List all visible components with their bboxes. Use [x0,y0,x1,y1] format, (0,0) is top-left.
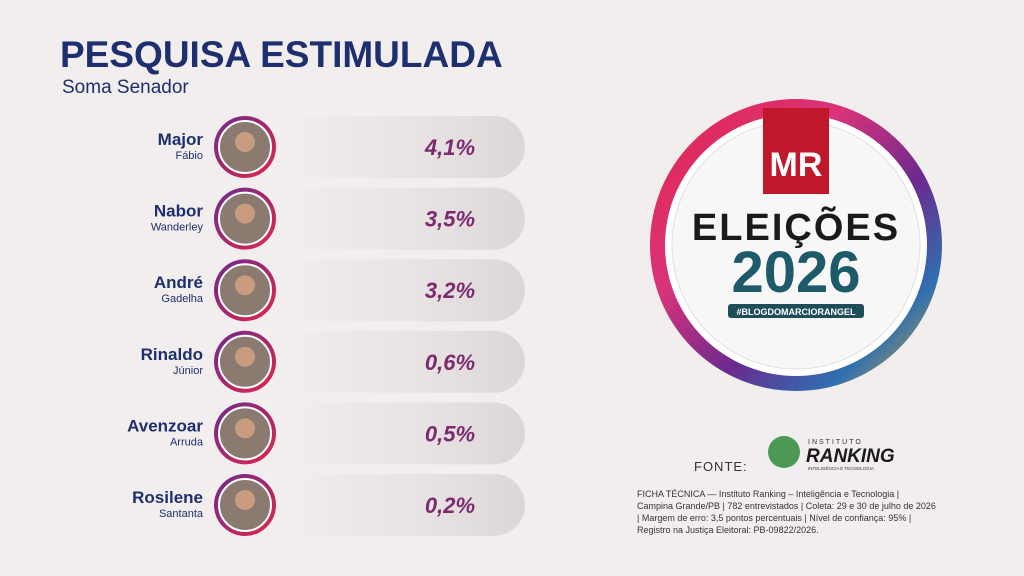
candidate-last: Arruda [170,436,204,448]
logo-tag-bg [728,304,864,318]
institute-icon [768,436,800,468]
photo-head [235,418,255,439]
institute-name: RANKING [806,446,895,467]
candidate-value: 3,5% [425,207,475,232]
logo-tag: #BLOGDOMARCIORANGEL [737,307,857,317]
candidate-first: Nabor [154,202,204,221]
candidate-value: 0,6% [425,350,475,375]
candidate-value: 0,5% [425,421,475,446]
candidate-last: Júnior [173,365,203,377]
photo-head [235,346,255,367]
subtitle: Soma Senador [62,77,189,98]
logo-box [763,108,829,194]
photo-head [235,275,255,296]
candidate-value: 3,2% [425,278,475,303]
note-line: | Margem de erro: 3,5 pontos percentuais… [637,513,911,523]
logo-brand: MR [770,146,823,184]
candidate-first: Rinaldo [141,345,203,364]
logo-line1: ELEIÇÕES [692,205,900,249]
title: PESQUISA ESTIMULADA [60,34,503,75]
pill [245,330,525,393]
candidate-value: 4,1% [424,135,475,160]
pill [245,402,525,465]
source: FONTE: INSTITUTO RANKING INTELIGÊNCIA E … [637,436,936,535]
candidate-value: 0,2% [425,493,475,518]
candidate-first: Rosilene [132,488,203,507]
institute-sub: INTELIGÊNCIA E TECNOLOGIA [808,464,874,471]
pill [245,474,525,536]
logo: MR ELEIÇÕES 2026 #BLOGDOMARCIORANGEL [650,99,942,391]
photo-head [235,132,255,152]
pill [245,187,525,250]
candidate-last: Gadelha [161,293,203,305]
pill [245,259,525,322]
candidate-first: Avenzoar [127,416,203,435]
candidate-first: Major [158,130,204,149]
institute-top: INSTITUTO [808,439,863,446]
note-line: FICHA TÉCNICA — Instituto Ranking – Inte… [637,489,899,499]
candidate-last: Fábio [175,150,203,162]
photo-head [235,490,255,510]
candidate-first: André [154,273,203,292]
logo-line2: 2026 [731,240,860,305]
pill [245,116,525,178]
photo-head [235,203,255,224]
note-line: Registro na Justiça Eleitoral: PB-09822/… [637,525,819,535]
note-line: Campina Grande/PB | 782 entrevistados | … [637,501,936,511]
candidate-last: Wanderley [151,222,204,234]
source-label: FONTE: [694,459,748,474]
candidate-last: Santanta [159,508,204,520]
